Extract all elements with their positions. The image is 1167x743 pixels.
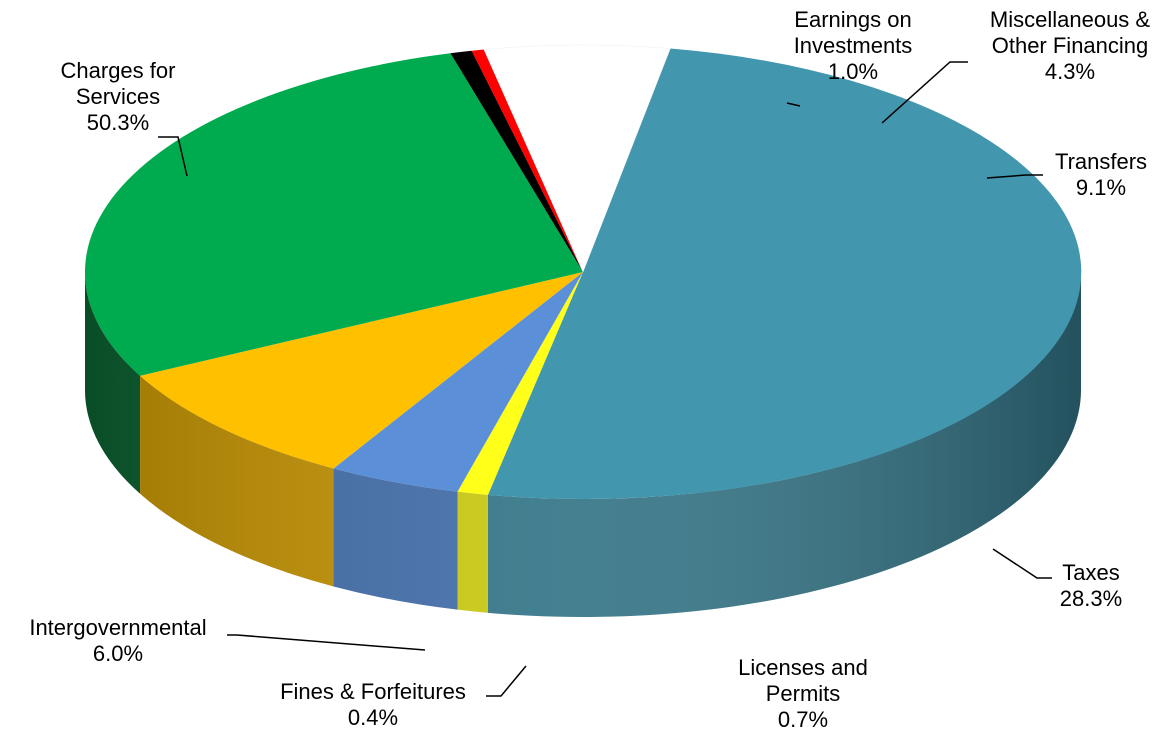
label-name-taxes: Taxes: [1062, 560, 1119, 585]
label-leaders: [158, 61, 1052, 697]
pie-slice-licenses-and-permits: [450, 50, 583, 272]
pie-tops: [84, 44, 1082, 500]
label-name-miscellaneous-other-financing: Other Financing: [992, 33, 1149, 58]
pie-slice-taxes: [84, 53, 583, 376]
leader-line-transfers: [986, 174, 1043, 179]
pie-slice-fines-forfeitures: [471, 49, 583, 272]
label-name-earnings-on-investments: Investments: [794, 33, 913, 58]
label-name-charges-for-services: Charges for: [61, 58, 176, 83]
label-pct-intergovernmental: 6.0%: [93, 641, 143, 666]
label-pct-miscellaneous-other-financing: 4.3%: [1045, 59, 1095, 84]
label-name-licenses-and-permits: Licenses and: [738, 655, 868, 680]
pie-slice-transfers: [140, 272, 583, 469]
label-name-charges-for-services: Services: [76, 84, 160, 109]
label-name-miscellaneous-other-financing: Miscellaneous &: [990, 7, 1151, 32]
label-pct-charges-for-services: 50.3%: [87, 110, 149, 135]
leader-line-charges-for-services: [158, 136, 188, 177]
label-name-earnings-on-investments: Earnings on: [794, 7, 911, 32]
label-pct-taxes: 28.3%: [1060, 586, 1122, 611]
pie-slice-intergovernmental: [483, 44, 671, 273]
label-pct-fines-forfeitures: 0.4%: [348, 705, 398, 730]
label-pct-licenses-and-permits: 0.7%: [778, 707, 828, 732]
leader-line-fines-forfeitures: [486, 665, 527, 697]
label-name-intergovernmental: Intergovernmental: [29, 615, 206, 640]
pie-slice-earnings-on-investments: [457, 272, 583, 495]
pie-sides: [85, 272, 1082, 618]
pie-side-shading: [85, 272, 1081, 617]
pie-slice-charges-for-services: [487, 48, 1082, 500]
leader-line-taxes: [992, 548, 1052, 579]
leader-line-earnings-on-investments: [786, 102, 801, 107]
label-name-transfers: Transfers: [1055, 149, 1147, 174]
label-pct-transfers: 9.1%: [1076, 175, 1126, 200]
label-name-licenses-and-permits: Permits: [766, 681, 841, 706]
leader-line-intergovernmental: [227, 634, 426, 651]
pie-slice-miscellaneous-other-financing: [333, 272, 583, 492]
label-pct-earnings-on-investments: 1.0%: [828, 59, 878, 84]
leader-line-miscellaneous-other-financing: [881, 61, 968, 124]
label-name-fines-forfeitures: Fines & Forfeitures: [280, 679, 466, 704]
